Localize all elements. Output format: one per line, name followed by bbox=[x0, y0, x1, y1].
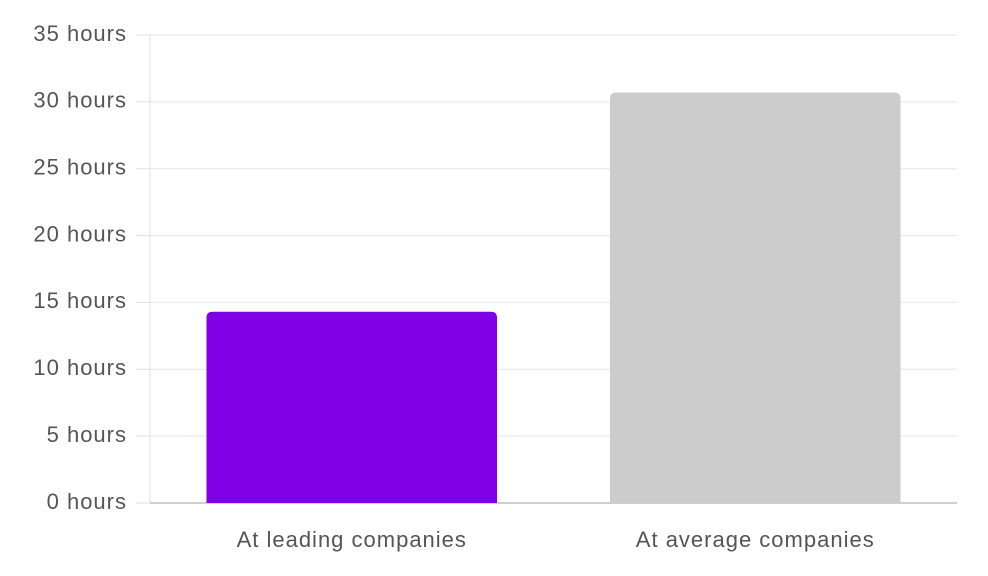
y-tick-label: 15 hours bbox=[33, 288, 127, 313]
y-tick-label: 35 hours bbox=[33, 21, 127, 46]
bar bbox=[206, 311, 498, 503]
y-tick-label: 10 hours bbox=[33, 355, 127, 380]
x-tick-label: At average companies bbox=[636, 527, 875, 552]
y-tick-label: 20 hours bbox=[33, 221, 127, 246]
bar bbox=[609, 92, 901, 504]
y-tick-label: 0 hours bbox=[47, 489, 127, 514]
y-tick-label: 30 hours bbox=[33, 88, 127, 113]
y-tick-label: 5 hours bbox=[47, 422, 127, 447]
x-tick-label: At leading companies bbox=[237, 527, 467, 552]
y-tick-label: 25 hours bbox=[33, 155, 127, 180]
